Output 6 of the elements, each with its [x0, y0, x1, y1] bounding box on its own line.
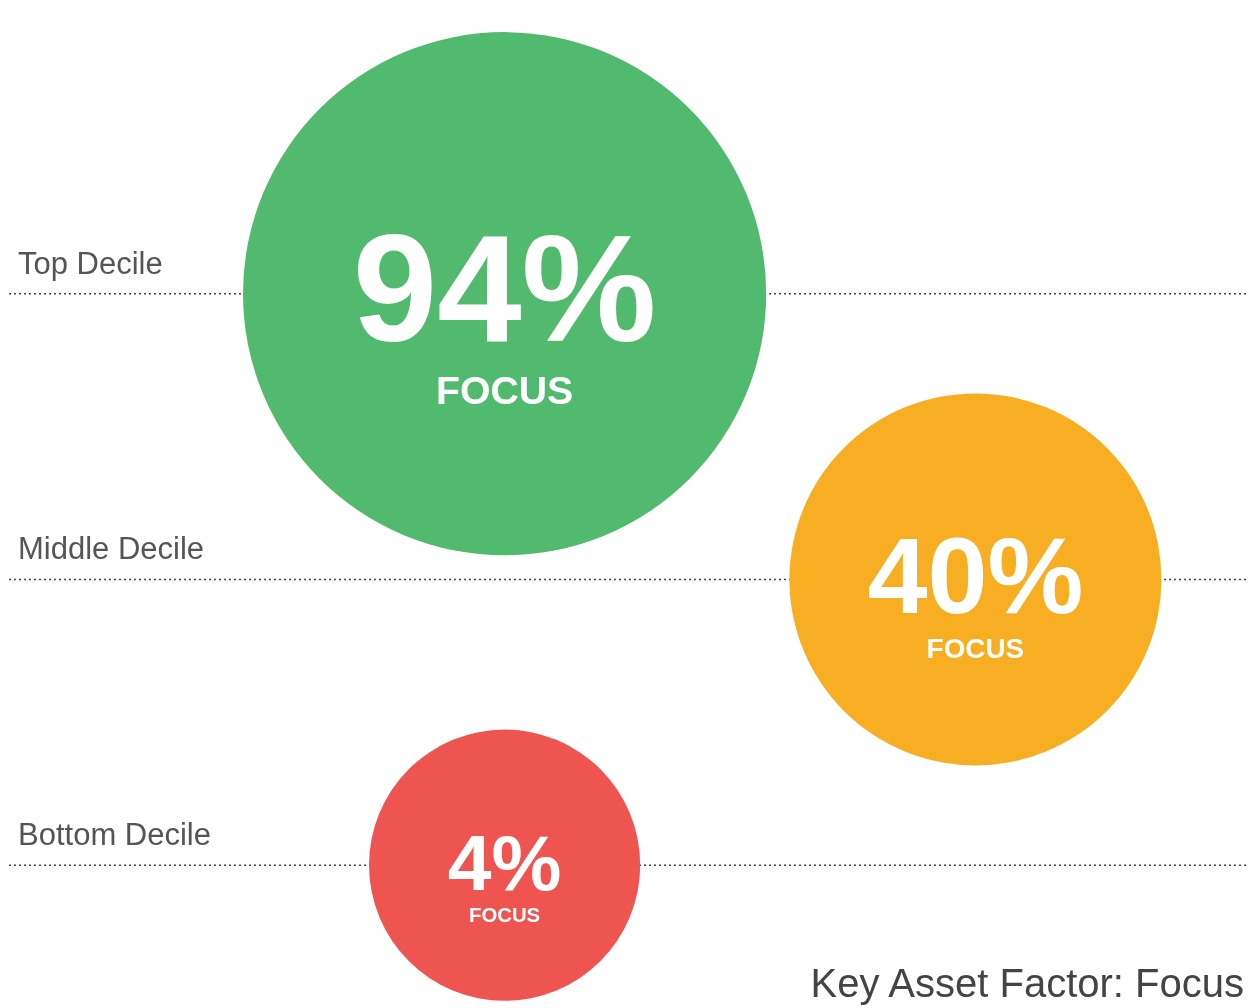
- category-label: Top Decile: [18, 245, 163, 281]
- text: Key Asset Factor: Focus: [810, 961, 1244, 1006]
- category-label: Bottom Decile: [18, 817, 211, 853]
- text: FOCUS: [469, 904, 541, 927]
- data-label: 4%: [447, 818, 562, 907]
- category-label: Middle Decile: [18, 531, 205, 567]
